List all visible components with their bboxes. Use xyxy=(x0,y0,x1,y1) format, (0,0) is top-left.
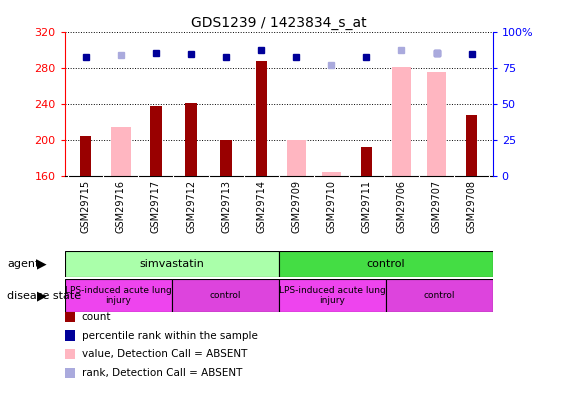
Text: GSM29714: GSM29714 xyxy=(256,180,266,233)
Text: ▶: ▶ xyxy=(37,289,47,302)
Bar xyxy=(111,127,131,176)
Bar xyxy=(427,72,446,176)
Bar xyxy=(392,66,411,176)
Text: GSM29716: GSM29716 xyxy=(116,180,126,233)
Bar xyxy=(386,279,493,312)
Text: value, Detection Call = ABSENT: value, Detection Call = ABSENT xyxy=(82,349,247,359)
Text: control: control xyxy=(367,259,405,269)
Bar xyxy=(287,140,306,176)
Text: LPS-induced acute lung
injury: LPS-induced acute lung injury xyxy=(65,286,172,305)
Bar xyxy=(321,172,341,176)
Text: GSM29715: GSM29715 xyxy=(81,180,91,233)
Bar xyxy=(466,115,477,176)
Bar xyxy=(361,147,372,176)
Text: control: control xyxy=(209,291,241,300)
Text: LPS-induced acute lung
injury: LPS-induced acute lung injury xyxy=(279,286,386,305)
Text: GSM29709: GSM29709 xyxy=(291,180,301,233)
Bar xyxy=(279,251,493,277)
Bar xyxy=(150,106,162,176)
Text: GSM29712: GSM29712 xyxy=(186,180,196,233)
Bar xyxy=(80,136,91,176)
Bar xyxy=(221,140,232,176)
Text: rank, Detection Call = ABSENT: rank, Detection Call = ABSENT xyxy=(82,368,242,378)
Title: GDS1239 / 1423834_s_at: GDS1239 / 1423834_s_at xyxy=(191,16,367,30)
Bar xyxy=(279,279,386,312)
Text: GSM29711: GSM29711 xyxy=(361,180,372,233)
Text: control: control xyxy=(423,291,455,300)
Bar xyxy=(172,279,279,312)
Bar xyxy=(256,61,267,176)
Text: GSM29710: GSM29710 xyxy=(327,180,336,233)
Text: count: count xyxy=(82,312,111,322)
Bar xyxy=(65,279,172,312)
Bar xyxy=(65,251,279,277)
Text: GSM29717: GSM29717 xyxy=(151,180,161,233)
Text: ▶: ▶ xyxy=(37,258,47,271)
Text: GSM29706: GSM29706 xyxy=(396,180,406,233)
Text: simvastatin: simvastatin xyxy=(139,259,204,269)
Text: percentile rank within the sample: percentile rank within the sample xyxy=(82,330,257,341)
Text: disease state: disease state xyxy=(7,291,82,301)
Text: GSM29707: GSM29707 xyxy=(431,180,441,233)
Text: agent: agent xyxy=(7,259,40,269)
Text: GSM29708: GSM29708 xyxy=(467,180,477,233)
Bar xyxy=(185,103,196,176)
Text: GSM29713: GSM29713 xyxy=(221,180,231,233)
